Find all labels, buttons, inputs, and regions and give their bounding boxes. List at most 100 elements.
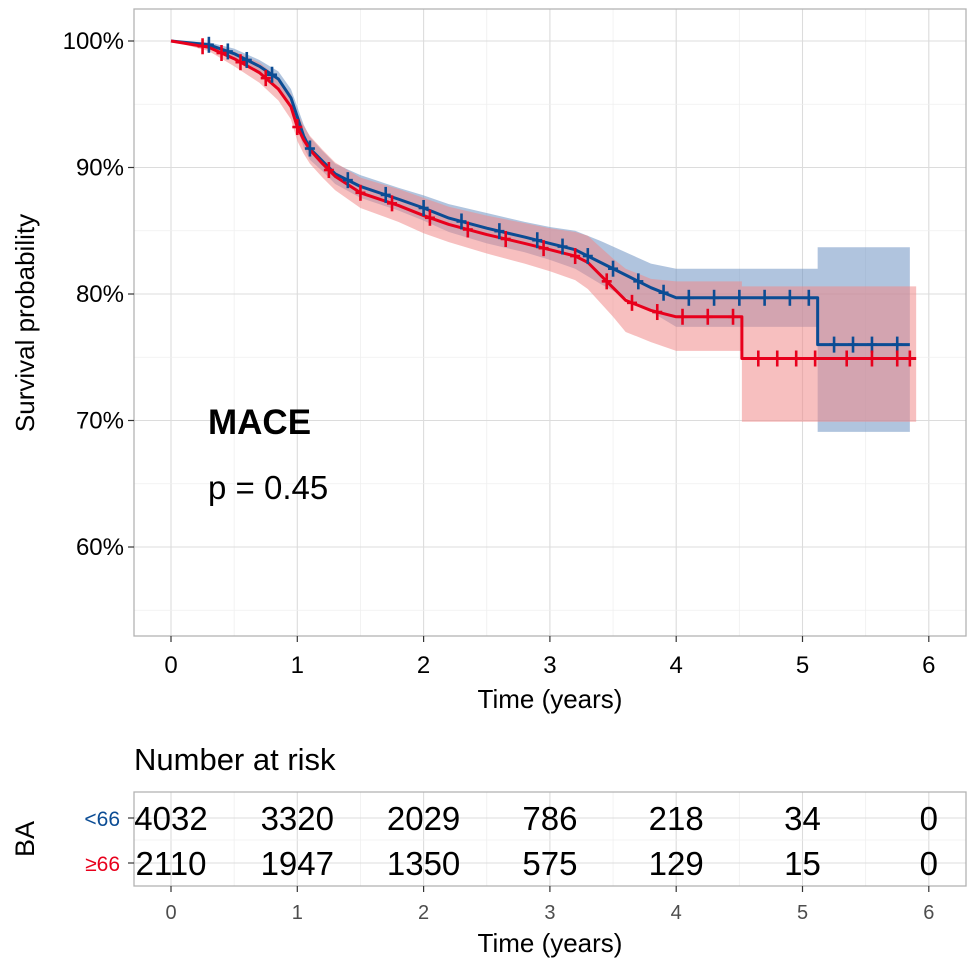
censor-mark (652, 304, 663, 321)
survival-curve-series-1 (170, 39, 910, 347)
censor-mark (709, 289, 720, 306)
chart-annotation-title: MACE (208, 403, 311, 442)
risk-table-x-ticks: 0 1 2 3 4 5 6 (165, 886, 934, 924)
survival-plot-panel: 60% 70% 80% 90% 100% 0 1 2 3 4 5 6 MACE p = 0.45 S… (10, 8, 967, 714)
y-tick-label: 80% (76, 281, 124, 308)
risk-x-tick-label: 3 (544, 902, 555, 924)
x-tick-label: 4 (670, 652, 683, 679)
censor-mark (260, 70, 271, 87)
censor-mark (753, 350, 764, 367)
censor-mark (904, 350, 915, 367)
censor-mark (728, 308, 739, 325)
risk-table-x-axis-label: Time (years) (478, 928, 623, 958)
censor-mark (772, 350, 783, 367)
x-tick-label: 1 (291, 652, 304, 679)
x-tick-label: 6 (922, 652, 935, 679)
censor-mark (784, 289, 795, 306)
censor-mark (355, 184, 366, 201)
risk-table-grid (134, 792, 966, 886)
censor-mark (683, 289, 694, 306)
censor-mark (418, 199, 429, 216)
risk-table-values: 4032 3320 2029 786 218 34 0 2110 1947 1350 575 129 1… (134, 800, 938, 882)
main-grid (134, 9, 966, 636)
censor-mark (456, 213, 467, 230)
risk-x-tick-label: 5 (797, 902, 808, 924)
censor-mark (810, 350, 821, 367)
x-tick-label: 2 (417, 652, 430, 679)
censor-mark (462, 221, 473, 238)
censor-mark (500, 230, 511, 247)
censor-mark (608, 260, 619, 277)
censor-mark (387, 195, 398, 212)
risk-row-label: ≥66 (85, 853, 120, 876)
censor-mark (267, 66, 278, 83)
risk-value: 575 (522, 845, 577, 882)
censor-mark (892, 350, 903, 367)
censor-mark (829, 336, 840, 353)
censor-mark (677, 308, 688, 325)
x-tick-label: 5 (796, 652, 809, 679)
confidence-bands (171, 41, 917, 432)
y-tick-label: 90% (76, 155, 124, 182)
censor-mark (866, 350, 877, 367)
risk-value: 0 (920, 800, 938, 837)
censor-marks (197, 36, 915, 367)
censor-mark (570, 248, 581, 265)
censor-mark (380, 186, 391, 203)
risk-x-tick-label: 2 (418, 902, 429, 924)
censor-mark (304, 140, 315, 157)
censor-mark (582, 248, 593, 265)
risk-row-label: <66 (84, 808, 120, 831)
censor-mark (241, 51, 252, 68)
risk-value: 0 (920, 845, 938, 882)
censor-mark (633, 273, 644, 290)
p-value-annotation: p = 0.45 (208, 469, 328, 506)
censor-mark (424, 209, 435, 226)
risk-value: 786 (522, 800, 577, 837)
y-axis-ticks: 60% 70% 80% 90% 100% (63, 28, 134, 561)
censor-mark (841, 350, 852, 367)
y-tick-label: 70% (76, 408, 124, 435)
risk-value: 1947 (261, 845, 334, 882)
censor-mark (197, 38, 208, 55)
censor-mark (494, 223, 505, 240)
risk-value: 2110 (136, 845, 207, 882)
censor-mark (803, 289, 814, 306)
x-axis-ticks: 0 1 2 3 4 5 6 (164, 636, 935, 679)
y-tick-label: 60% (76, 534, 124, 561)
censor-mark (702, 308, 713, 325)
censor-mark (658, 284, 669, 301)
censor-mark (342, 172, 353, 189)
censor-mark (848, 336, 859, 353)
censor-mark (323, 162, 334, 179)
risk-x-tick-label: 6 (923, 902, 934, 924)
risk-x-tick-label: 1 (292, 902, 303, 924)
risk-x-tick-label: 0 (165, 902, 176, 924)
censor-mark (734, 289, 745, 306)
censor-mark (235, 54, 246, 71)
x-tick-label: 3 (543, 652, 556, 679)
risk-table-strata-label: BA (10, 821, 40, 857)
censor-mark (532, 232, 543, 249)
censor-mark (759, 289, 770, 306)
censor-mark (791, 350, 802, 367)
risk-table-title: Number at risk (134, 742, 336, 777)
risk-table: Number at risk BA <66≥66 4032 3320 2029 786… (10, 742, 967, 958)
risk-value: 4032 (134, 800, 207, 837)
risk-value: 15 (784, 845, 821, 882)
censor-mark (222, 43, 233, 60)
risk-x-tick-label: 4 (671, 902, 682, 924)
risk-table-row-labels: <66 ≥66 (84, 808, 134, 876)
x-axis-label: Time (years) (478, 684, 623, 714)
risk-value: 1350 (387, 845, 460, 882)
censor-mark (601, 273, 612, 290)
censor-mark (203, 36, 214, 53)
censor-mark (538, 240, 549, 257)
censor-mark (626, 294, 637, 311)
risk-value: 34 (784, 800, 821, 837)
risk-value: 2029 (387, 800, 460, 837)
x-tick-label: 0 (164, 652, 177, 679)
censor-mark (292, 119, 303, 136)
confidence-band-series-2 (171, 41, 917, 422)
